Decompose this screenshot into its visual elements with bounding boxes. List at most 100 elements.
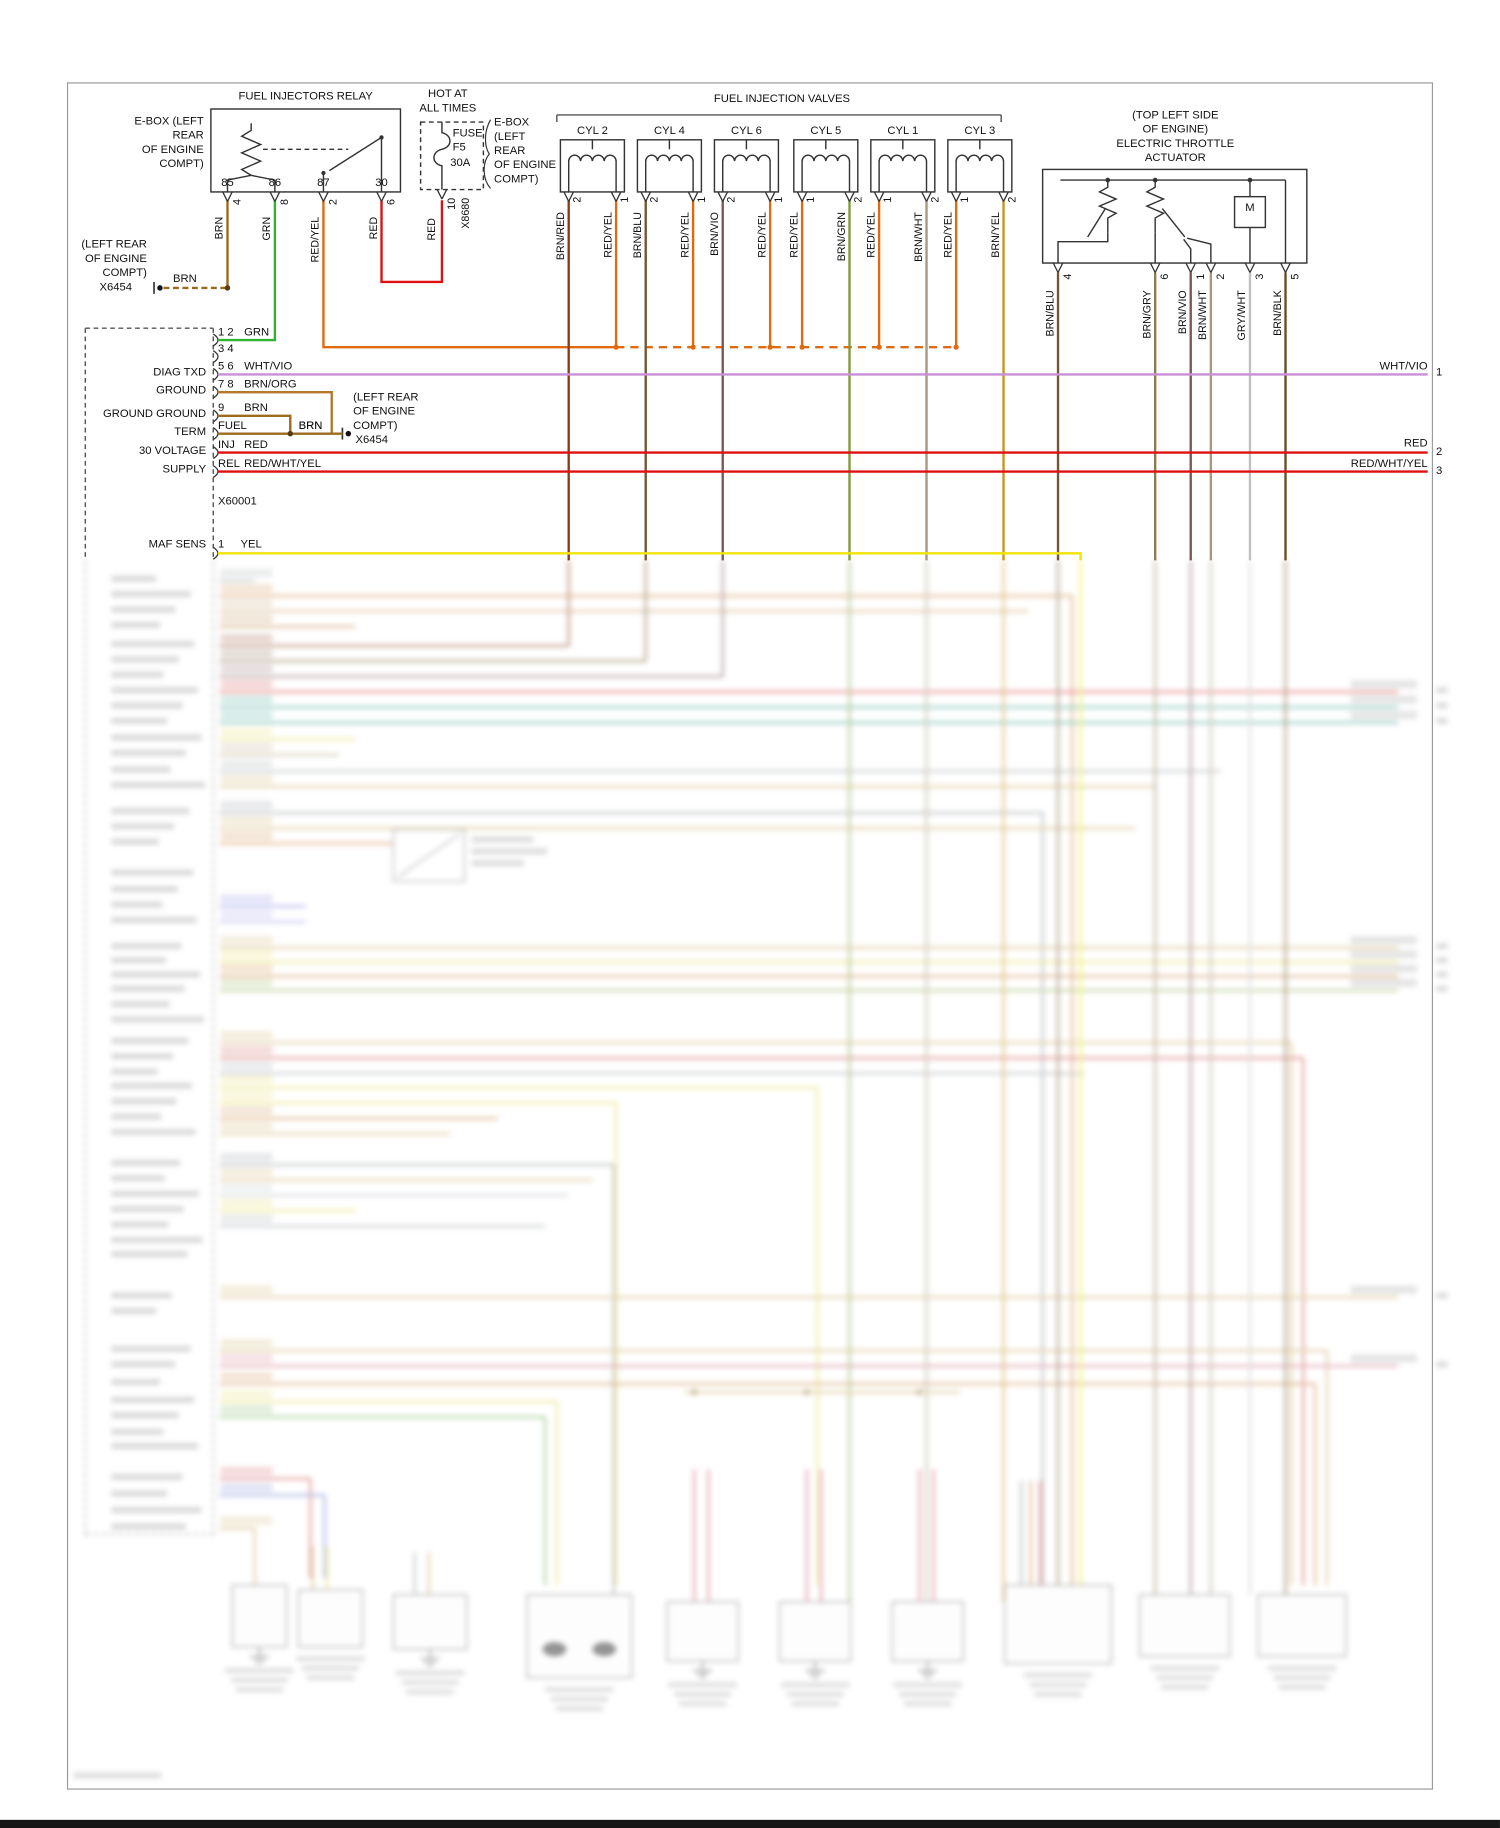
ecu-pin-label: 9 xyxy=(218,401,225,415)
wire-redyel-drops xyxy=(614,200,958,348)
injection-valves-bracket xyxy=(556,114,1002,123)
ecu-signal-label: DIAG TXD xyxy=(153,366,207,380)
maf-pin-number: 1 xyxy=(218,537,225,551)
relay-wire-color-label: BRN xyxy=(213,216,226,240)
fuse-label: FUSE xyxy=(452,126,483,140)
ebox-left-label: OF ENGINE xyxy=(141,143,204,157)
injector-pin-number: 1 xyxy=(881,196,894,203)
throttle-pin-number: 3 xyxy=(1253,273,1266,280)
ecu-wire-color-label: BRN xyxy=(244,401,268,415)
ecu-wire-color-label: GRN xyxy=(244,325,270,339)
ecu-wire-color-label: BRN/ORG xyxy=(244,377,297,391)
fuse-pin-number: 10 xyxy=(445,197,458,210)
ecu-pin-label: 7 8 xyxy=(218,377,234,391)
throttle-wire-color-label: GRY/WHT xyxy=(1235,290,1248,341)
cylinder-label: CYL 3 xyxy=(964,124,996,138)
throttle-potentiometer xyxy=(1097,180,1118,233)
relay-pin-number: 86 xyxy=(268,176,282,190)
ecu-wire-color-label: WHT/VIO xyxy=(244,360,293,374)
ebox-fuse-label: (LEFT xyxy=(494,130,526,144)
wire-brn-pin9 xyxy=(218,414,292,434)
ecu-signal-label: 30 VOLTAGE xyxy=(139,444,207,458)
throttle-title-line: ELECTRIC THROTTLE xyxy=(1116,137,1235,151)
ebox-brace xyxy=(483,119,492,189)
relay-wire-color-label: RED xyxy=(367,216,380,240)
ebox-left-label: E-BOX (LEFT xyxy=(134,114,204,128)
throttle-actuator-symbol xyxy=(1041,168,1308,264)
injector-cyl2-symbol xyxy=(559,139,626,193)
hot-at-line: ALL TIMES xyxy=(419,101,477,115)
x6454-top-location: OF ENGINE xyxy=(84,252,147,266)
fuse-element xyxy=(433,122,451,190)
injector-cyl3-symbol xyxy=(947,139,1013,193)
cylinder-label: CYL 5 xyxy=(810,124,842,138)
wire-red xyxy=(380,200,444,284)
throttle-box xyxy=(1041,168,1308,264)
injector-wire-color-label: BRN/WHT xyxy=(912,212,925,262)
wire-grn xyxy=(218,200,277,342)
potentiometer-wipers xyxy=(1087,208,1186,238)
throttle-wire-color-label: BRN/BLK xyxy=(1271,290,1284,336)
ebox-left-label: COMPT) xyxy=(159,157,204,171)
ecu-wire-color-label: BRN xyxy=(298,419,323,433)
injector-wire-color-label: RED/YEL xyxy=(864,212,877,258)
injector-cyl6-symbol xyxy=(713,139,780,193)
injector-wire-color-label: RED/YEL xyxy=(678,212,691,258)
relay-contact xyxy=(379,135,384,140)
throttle-potentiometer xyxy=(1145,180,1166,233)
relay-pin-number: 87 xyxy=(317,176,330,190)
ecu-signal-label: SUPPLY xyxy=(162,463,207,477)
x6454-top-wire-label: BRN xyxy=(172,272,197,286)
injector-pin-number: 1 xyxy=(804,196,817,203)
relay-box xyxy=(210,108,402,193)
relay-title: FUEL INJECTORS RELAY xyxy=(238,90,373,104)
throttle-title-line: (TOP LEFT SIDE xyxy=(1132,109,1219,123)
maf-wire-color-label: YEL xyxy=(240,537,262,551)
ebox-fuse-label: E-BOX xyxy=(494,116,530,130)
throttle-pin-number: 6 xyxy=(1158,273,1171,280)
relay-wire-color-label: GRN xyxy=(260,216,273,241)
ecu-signal-label: GROUND xyxy=(156,383,207,397)
throttle-pin-number: 2 xyxy=(1214,273,1227,280)
relay-wire-number: 2 xyxy=(327,199,339,205)
injector-wire-color-label: RED/YEL xyxy=(941,212,954,258)
injector-pin-number: 1 xyxy=(695,196,708,203)
cylinder-label: CYL 6 xyxy=(730,124,762,138)
maf-sens-label: MAF SENS xyxy=(148,537,207,551)
junction-dots xyxy=(157,285,959,437)
injector-pin-number: 2 xyxy=(571,196,583,203)
cylinder-label: CYL 1 xyxy=(887,124,919,138)
x6454-top-name: X6454 xyxy=(99,280,133,294)
ecu-connector-outline xyxy=(84,327,214,560)
relay-symbol xyxy=(210,108,402,193)
motor-label: M xyxy=(1245,201,1255,215)
ecu-pin-label: INJ xyxy=(218,438,235,452)
x6454-top-location: (LEFT REAR xyxy=(81,238,147,252)
fuse-box xyxy=(419,121,485,191)
ecu-pin-label: 1 2 xyxy=(218,325,234,339)
injector-cyl1-symbol xyxy=(870,139,936,193)
fuse-symbol xyxy=(419,119,492,191)
throttle-wire-color-label: BRN/BLU xyxy=(1043,290,1056,337)
injector-pin-number: 2 xyxy=(928,196,941,203)
ecu-pin-label: 3 4 xyxy=(218,342,234,356)
fuse-label: F5 xyxy=(452,140,466,155)
right-edge-color-label: RED xyxy=(1403,437,1428,451)
ecu-signal-label: TERM xyxy=(174,425,207,439)
cylinder-label: CYL 4 xyxy=(653,124,685,138)
ebox-fuse-label: REAR xyxy=(494,144,526,158)
ecu-pin-label: 5 6 xyxy=(218,360,234,374)
wire-yel-maf xyxy=(218,552,1082,561)
injector-cyl4-symbol xyxy=(636,139,703,193)
injector-wire-color-label: RED/YEL xyxy=(787,212,800,258)
throttle-wire-color-label: BRN/WHT xyxy=(1196,290,1209,341)
relay-pin-number: 85 xyxy=(221,176,234,190)
x6454-mid-name: X6454 xyxy=(355,433,389,447)
hot-at-line: HOT AT xyxy=(428,87,468,101)
throttle-wire-color-label: BRN/GRY xyxy=(1140,290,1153,339)
ebox-fuse-label: COMPT) xyxy=(494,172,539,187)
